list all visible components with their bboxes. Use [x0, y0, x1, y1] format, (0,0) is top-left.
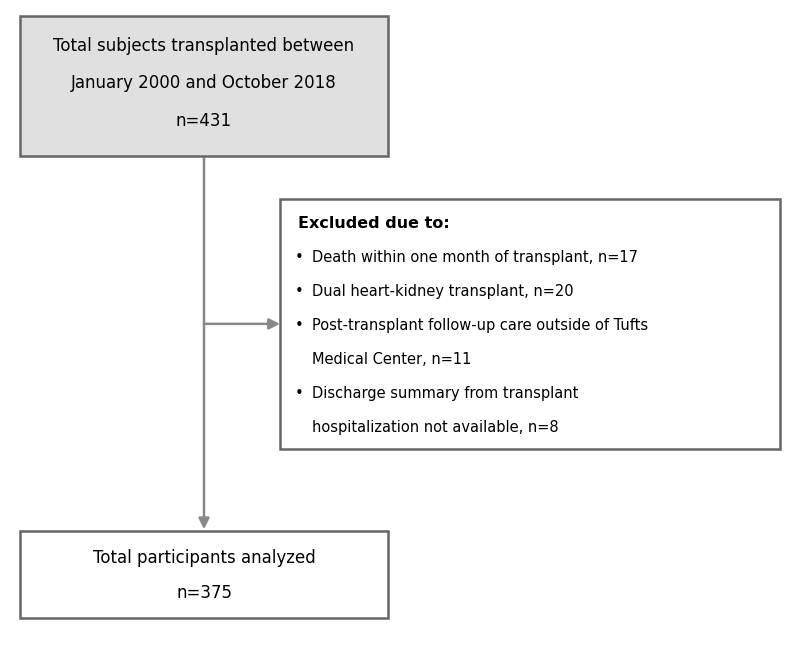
Text: Post-transplant follow-up care outside of Tufts: Post-transplant follow-up care outside o…	[312, 318, 648, 333]
Text: n=375: n=375	[176, 584, 232, 602]
Text: •: •	[294, 318, 303, 333]
Text: n=431: n=431	[176, 112, 232, 130]
Text: Excluded due to:: Excluded due to:	[298, 215, 450, 231]
Text: •: •	[294, 284, 303, 299]
Text: •: •	[294, 250, 303, 266]
Text: hospitalization not available, n=8: hospitalization not available, n=8	[312, 419, 558, 435]
FancyBboxPatch shape	[280, 199, 780, 449]
Text: Medical Center, n=11: Medical Center, n=11	[312, 352, 471, 367]
Text: Death within one month of transplant, n=17: Death within one month of transplant, n=…	[312, 250, 638, 266]
Text: Discharge summary from transplant: Discharge summary from transplant	[312, 385, 578, 401]
Text: January 2000 and October 2018: January 2000 and October 2018	[71, 74, 337, 92]
Text: •: •	[294, 385, 303, 401]
FancyBboxPatch shape	[20, 531, 388, 618]
Text: Total participants analyzed: Total participants analyzed	[93, 549, 315, 567]
Text: Total subjects transplanted between: Total subjects transplanted between	[54, 36, 354, 55]
FancyBboxPatch shape	[20, 16, 388, 156]
Text: Dual heart-kidney transplant, n=20: Dual heart-kidney transplant, n=20	[312, 284, 574, 299]
